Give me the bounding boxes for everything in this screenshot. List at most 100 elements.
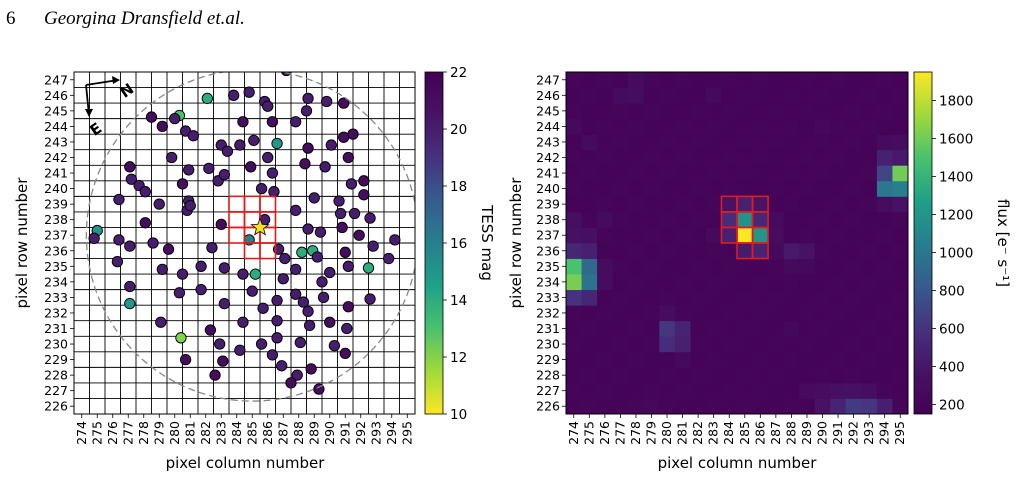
flux-pixel xyxy=(581,305,598,322)
star-marker xyxy=(382,252,395,265)
colorbar-tick-label: 1600 xyxy=(939,132,973,148)
star-marker xyxy=(364,212,376,224)
flux-pixel xyxy=(659,87,676,104)
star-marker xyxy=(234,139,246,151)
star-marker xyxy=(319,161,331,173)
flux-pixel xyxy=(876,289,893,306)
flux-pixel xyxy=(690,87,707,104)
x-tick-label: 280 xyxy=(659,421,674,445)
flux-pixel xyxy=(674,118,691,135)
flux-pixel xyxy=(705,165,722,182)
left-colorbar-ticks: 10 12 14 16 18 20 22 xyxy=(443,65,467,423)
flux-pixel xyxy=(612,320,629,337)
star-marker xyxy=(209,369,221,381)
y-tick-label: 244 xyxy=(536,119,560,134)
flux-pixel xyxy=(861,336,878,353)
flux-pixel xyxy=(876,382,893,399)
flux-pixel xyxy=(814,382,831,399)
flux-pixel xyxy=(566,211,582,228)
flux-pixel xyxy=(861,320,878,337)
star-marker xyxy=(156,263,169,276)
flux-pixel xyxy=(566,289,582,306)
flux-pixel xyxy=(845,211,862,228)
flux-pixel xyxy=(628,243,645,259)
star-marker xyxy=(308,192,320,204)
flux-pixel xyxy=(861,211,878,228)
flux-pixel xyxy=(612,289,629,306)
flux-pixel xyxy=(876,398,893,415)
star-marker xyxy=(339,246,351,258)
star-marker xyxy=(289,263,302,276)
y-tick-label: 230 xyxy=(536,337,560,352)
flux-pixel xyxy=(628,336,645,353)
flux-pixel xyxy=(876,165,893,182)
star-marker xyxy=(277,273,289,285)
flux-pixel xyxy=(799,211,816,228)
flux-pixel xyxy=(659,274,676,291)
flux-pixel xyxy=(690,103,707,120)
flux-pixel xyxy=(612,351,629,368)
star-marker xyxy=(305,363,317,375)
star-marker xyxy=(342,151,354,164)
flux-pixel xyxy=(566,180,582,197)
star-marker xyxy=(124,240,136,252)
star-marker xyxy=(125,173,138,185)
flux-pixel xyxy=(830,118,847,135)
flux-pixel xyxy=(892,87,909,104)
flux-pixel xyxy=(845,165,862,182)
flux-pixel xyxy=(892,149,909,166)
flux-pixel xyxy=(690,305,707,322)
flux-pixel xyxy=(830,180,847,197)
flux-pixel xyxy=(876,351,893,368)
flux-pixel xyxy=(892,305,909,322)
star-marker xyxy=(347,128,359,140)
flux-pixel xyxy=(752,149,769,166)
flux-pixel xyxy=(737,149,753,166)
flux-pixel xyxy=(674,180,691,197)
flux-pixel xyxy=(814,274,831,291)
flux-pixel xyxy=(566,274,582,291)
x-tick-label: 283 xyxy=(706,421,721,445)
flux-pixel xyxy=(768,351,785,368)
figure: N E 274 275 276 277 278 279 280 281 282 283 284 285… xyxy=(13,65,1012,472)
flux-pixel xyxy=(721,211,738,228)
flux-pixel xyxy=(830,149,847,166)
flux-heatmap xyxy=(566,72,909,415)
flux-pixel xyxy=(612,336,629,353)
y-tick-label: 242 xyxy=(536,150,560,165)
flux-pixel xyxy=(876,367,893,384)
flux-pixel xyxy=(674,134,691,151)
flux-pixel xyxy=(705,149,722,166)
star-marker xyxy=(88,232,100,244)
flux-pixel xyxy=(783,243,800,259)
aperture-pixel xyxy=(259,242,277,260)
x-tick-label: 287 xyxy=(275,421,290,445)
star-marker xyxy=(342,301,354,313)
flux-pixel xyxy=(830,258,847,275)
flux-pixel xyxy=(690,243,707,259)
star-marker xyxy=(124,297,136,310)
star-marker xyxy=(302,305,314,318)
star-marker xyxy=(218,262,231,274)
star-marker xyxy=(249,268,262,280)
aperture-pixel xyxy=(243,195,261,213)
star-marker xyxy=(124,280,136,293)
flux-pixel xyxy=(659,118,676,135)
flux-pixel xyxy=(814,211,831,228)
flux-pixel xyxy=(705,258,722,275)
flux-pixel xyxy=(643,165,660,182)
flux-pixel xyxy=(752,258,769,275)
aperture-pixels xyxy=(228,195,277,260)
flux-pixel xyxy=(752,382,769,399)
flux-pixel xyxy=(845,336,862,353)
flux-pixel xyxy=(830,274,847,291)
star-marker xyxy=(339,347,351,360)
x-tick-label: 282 xyxy=(198,421,213,445)
flux-pixel xyxy=(845,118,862,135)
flux-pixel xyxy=(876,180,893,197)
flux-pixel xyxy=(721,367,738,384)
flux-pixel xyxy=(768,382,785,399)
y-tick-label: 240 xyxy=(536,181,560,196)
flux-pixel xyxy=(814,305,831,322)
flux-pixel xyxy=(628,367,645,384)
